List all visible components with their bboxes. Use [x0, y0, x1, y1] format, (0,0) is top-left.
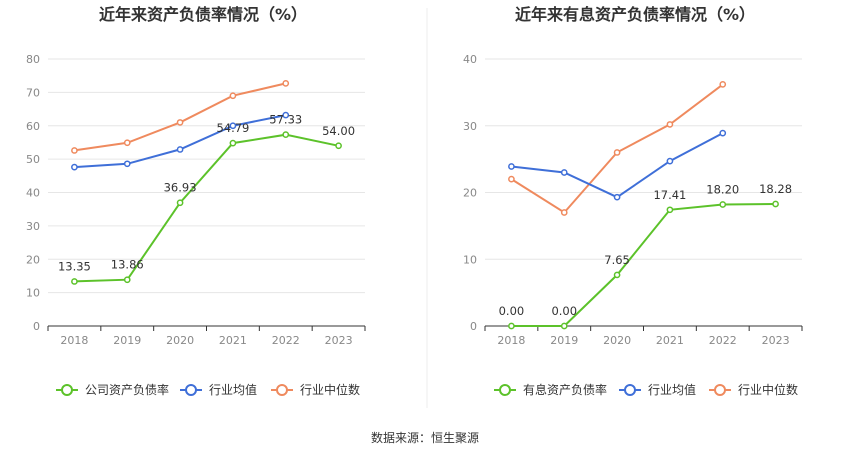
legend-swatch-marker	[499, 384, 511, 396]
x-tick-label: 2019	[550, 334, 578, 347]
legend-label: 行业中位数	[738, 382, 798, 397]
data-source: 数据来源：恒生聚源	[371, 430, 479, 445]
series-line	[510, 83, 724, 214]
legend-swatch-marker	[714, 384, 726, 396]
legend-label: 行业均值	[648, 382, 696, 397]
legend-label: 行业中位数	[300, 382, 360, 397]
data-point	[123, 276, 131, 284]
data-point	[282, 80, 290, 87]
y-tick-label: 30	[26, 220, 40, 233]
y-tick-label: 50	[26, 153, 40, 166]
data-point	[508, 163, 515, 170]
interest-bearing-debt-ratio-chart: 近年来有息资产负债率情况（%） 0 10 20 30 40 2018 2019 2020 202…	[463, 5, 803, 397]
data-point	[71, 163, 78, 171]
x-tick-label: 2019	[113, 334, 141, 347]
data-label: 18.28	[759, 182, 792, 196]
data-point	[613, 149, 621, 156]
data-point	[176, 199, 184, 207]
legend-item[interactable]: 行业均值	[619, 382, 696, 397]
y-tick-label: 10	[463, 253, 477, 266]
legend-swatch-marker	[276, 384, 288, 396]
data-label: 36.93	[164, 181, 197, 195]
x-tick-label: 2022	[272, 334, 300, 347]
legend-label: 公司资产负债率	[85, 382, 169, 397]
data-point	[719, 201, 727, 208]
data-point	[71, 147, 78, 154]
x-tick-label: 2023	[762, 334, 790, 347]
legend-item[interactable]: 行业均值	[180, 382, 257, 397]
legend-label: 行业均值	[209, 382, 257, 397]
y-tick-label: 10	[26, 287, 40, 300]
data-point	[666, 121, 674, 128]
legend-swatch-marker	[624, 384, 636, 396]
legend-label: 有息资产负债率	[523, 382, 607, 397]
y-tick-label: 40	[26, 187, 40, 200]
data-label: 13.86	[111, 258, 144, 272]
data-point	[335, 142, 342, 150]
data-point	[508, 175, 515, 183]
y-tick-label: 40	[463, 53, 477, 66]
data-point	[176, 146, 184, 153]
series-line	[511, 132, 724, 199]
y-tick-label: 0	[470, 320, 477, 333]
x-tick-label: 2020	[166, 334, 194, 347]
data-label: 57.33	[269, 113, 302, 127]
data-point	[719, 129, 727, 137]
data-point	[123, 160, 131, 168]
data-point	[229, 122, 237, 130]
legend-item[interactable]: 行业中位数	[271, 382, 360, 397]
data-label: 0.00	[551, 304, 577, 318]
data-label: 54.79	[216, 121, 249, 135]
data-point	[229, 139, 237, 147]
x-tick-label: 2022	[709, 334, 737, 347]
y-tick-label: 30	[463, 120, 477, 133]
x-tick-label: 2023	[325, 334, 353, 347]
legend-swatch-marker	[61, 384, 73, 396]
data-point	[666, 206, 674, 214]
data-point	[560, 169, 568, 176]
data-point	[613, 271, 621, 279]
data-point	[282, 131, 290, 139]
data-point	[772, 200, 779, 208]
y-tick-label: 80	[26, 53, 40, 66]
x-tick-label: 2020	[603, 334, 631, 347]
data-label: 0.00	[499, 304, 525, 318]
data-point	[123, 139, 131, 147]
legend-swatch-marker	[185, 384, 197, 396]
data-label: 13.35	[58, 259, 91, 273]
data-point	[508, 322, 515, 330]
data-point	[176, 119, 184, 126]
debt-ratio-chart: 近年来资产负债率情况（%） 0 10 20 30 40 50 60 70 80 2018 2019 2…	[26, 5, 366, 397]
data-point	[71, 278, 78, 285]
y-tick-label: 20	[26, 253, 40, 266]
data-point	[719, 81, 727, 88]
legend-item[interactable]: 行业中位数	[709, 382, 798, 397]
data-label: 18.20	[706, 183, 739, 197]
data-point	[282, 111, 290, 119]
x-tick-label: 2018	[60, 334, 88, 347]
data-label: 7.65	[604, 253, 630, 267]
legend-item[interactable]: 公司资产负债率	[56, 382, 169, 397]
y-tick-label: 20	[463, 187, 477, 200]
y-tick-label: 70	[26, 86, 40, 99]
y-tick-label: 0	[33, 320, 40, 333]
data-point	[613, 193, 621, 201]
series-line	[74, 133, 339, 283]
data-point	[560, 209, 568, 216]
legend-item[interactable]: 有息资产负债率	[494, 382, 607, 397]
series-line	[511, 203, 776, 327]
x-tick-label: 2018	[497, 334, 525, 347]
x-tick-label: 2021	[656, 334, 684, 347]
data-point	[666, 157, 674, 165]
x-tick-label: 2021	[219, 334, 247, 347]
data-label: 17.41	[653, 188, 686, 202]
data-point	[229, 92, 237, 100]
y-tick-label: 60	[26, 120, 40, 133]
data-point	[560, 322, 568, 330]
chart-title: 近年来资产负债率情况（%）	[99, 5, 307, 24]
chart-title: 近年来有息资产负债率情况（%）	[515, 5, 755, 24]
data-label: 54.00	[322, 124, 355, 138]
